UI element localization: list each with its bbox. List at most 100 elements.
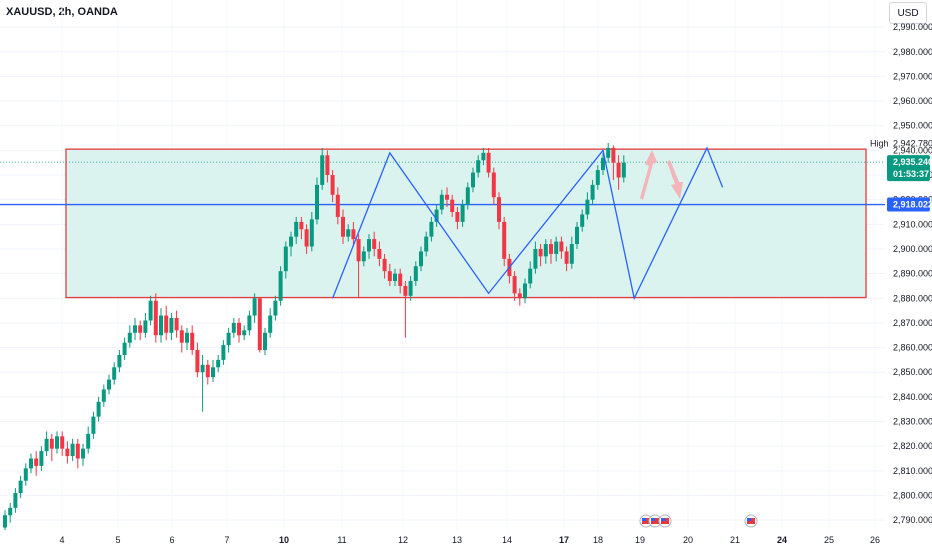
candle-body bbox=[439, 194, 444, 210]
y-tick-label: 2,990.000 bbox=[893, 22, 932, 32]
candle-body bbox=[460, 204, 465, 222]
candle-body bbox=[377, 248, 382, 259]
candle-body bbox=[257, 298, 262, 351]
event-icons bbox=[639, 514, 758, 528]
candle-body bbox=[330, 175, 335, 195]
candle-body bbox=[263, 332, 267, 351]
candle-body bbox=[549, 244, 553, 254]
candle-body bbox=[455, 212, 460, 222]
candle-body bbox=[575, 226, 579, 245]
x-tick-label: 6 bbox=[169, 535, 174, 545]
candle-body bbox=[486, 152, 491, 173]
candle-body bbox=[419, 251, 423, 267]
y-tick-label: 2,870.000 bbox=[893, 318, 932, 328]
candle-body bbox=[60, 436, 65, 449]
y-axis-labels: 2,790.000 2,800.000 2,810.000 2,820.000 2,83… bbox=[893, 22, 932, 525]
us-flag-icon[interactable] bbox=[658, 514, 672, 528]
arrow-down-icon bbox=[667, 160, 683, 199]
pattern-polyline[interactable] bbox=[331, 146, 724, 301]
x-tick-label: 19 bbox=[635, 535, 645, 545]
candle-body bbox=[278, 271, 283, 301]
candle-body bbox=[445, 194, 449, 200]
candle-body bbox=[112, 367, 117, 380]
candle-body bbox=[29, 458, 33, 469]
candle-body bbox=[346, 229, 351, 237]
candle-body bbox=[367, 239, 371, 252]
candle-body bbox=[320, 155, 325, 185]
high-value: 2,942.780 bbox=[893, 139, 932, 149]
candle-body bbox=[159, 315, 163, 336]
candle-body bbox=[122, 342, 127, 355]
candle-body bbox=[564, 251, 569, 264]
candle-body bbox=[242, 330, 247, 336]
candles bbox=[3, 142, 626, 530]
y-tick-label: 2,950.000 bbox=[893, 121, 932, 131]
candle-body bbox=[481, 152, 486, 161]
candle-body bbox=[247, 315, 252, 331]
candle-body bbox=[221, 345, 226, 360]
candle-body bbox=[393, 273, 397, 282]
candle-body bbox=[606, 147, 611, 158]
candle-body bbox=[91, 416, 96, 434]
y-tick-label: 2,960.000 bbox=[893, 96, 932, 106]
candle-body bbox=[413, 266, 418, 282]
candle-body bbox=[590, 184, 595, 200]
currency-button[interactable]: USD bbox=[889, 2, 927, 24]
candle-body bbox=[408, 281, 413, 296]
candle-body bbox=[195, 350, 200, 373]
countdown-value: 01:53:37 bbox=[893, 169, 929, 179]
candle-body bbox=[398, 273, 403, 286]
candle-body bbox=[372, 239, 377, 249]
candle-body bbox=[164, 315, 169, 333]
y-tick-label: 2,830.000 bbox=[893, 417, 932, 427]
candle-body bbox=[424, 236, 429, 252]
candle-body bbox=[325, 155, 330, 176]
x-tick-label: 24 bbox=[777, 535, 787, 545]
range-box[interactable] bbox=[65, 148, 867, 299]
x-tick-label: 18 bbox=[593, 535, 603, 545]
level-price-value: 2,918.022 bbox=[893, 200, 932, 210]
candle-body bbox=[8, 507, 13, 516]
candle-body bbox=[153, 300, 158, 336]
candle-body bbox=[34, 458, 39, 466]
candle-body bbox=[512, 276, 517, 294]
candle-body bbox=[528, 268, 533, 284]
candle-body bbox=[538, 248, 543, 257]
candle-body bbox=[252, 298, 257, 316]
x-tick-label: 26 bbox=[870, 535, 880, 545]
us-flag-icon[interactable] bbox=[744, 514, 758, 528]
y-tick-label: 2,880.000 bbox=[893, 293, 932, 303]
candle-body bbox=[429, 221, 434, 237]
us-flag-icon[interactable] bbox=[639, 514, 653, 528]
candle-body bbox=[75, 443, 80, 459]
candle-body bbox=[179, 330, 184, 343]
candle-body bbox=[200, 364, 205, 373]
candle-body bbox=[86, 433, 91, 449]
candle-body bbox=[294, 221, 299, 237]
candle-body bbox=[497, 197, 501, 222]
candle-body bbox=[23, 468, 28, 481]
candle-body bbox=[621, 162, 626, 178]
y-tick-label: 2,910.000 bbox=[893, 219, 932, 229]
level-price-tag bbox=[887, 197, 930, 212]
candle-body bbox=[174, 318, 179, 331]
y-tick-label: 2,800.000 bbox=[893, 490, 932, 500]
candle-body bbox=[304, 229, 309, 247]
x-tick-label: 7 bbox=[224, 535, 229, 545]
candle-body bbox=[502, 221, 507, 259]
candle-body bbox=[3, 515, 7, 528]
candle-body bbox=[434, 209, 439, 222]
candle-body bbox=[517, 293, 522, 299]
candle-body bbox=[49, 438, 54, 449]
current-price-tag bbox=[887, 155, 930, 182]
candle-body bbox=[559, 241, 564, 252]
x-tick-label: 5 bbox=[115, 535, 120, 545]
candle-body bbox=[491, 172, 496, 198]
candle-body bbox=[117, 354, 122, 368]
candle-body bbox=[569, 244, 574, 264]
candle-body bbox=[533, 248, 538, 269]
candle-body bbox=[13, 493, 18, 508]
x-tick-label: 11 bbox=[337, 535, 346, 545]
x-tick-label: 20 bbox=[683, 535, 693, 545]
